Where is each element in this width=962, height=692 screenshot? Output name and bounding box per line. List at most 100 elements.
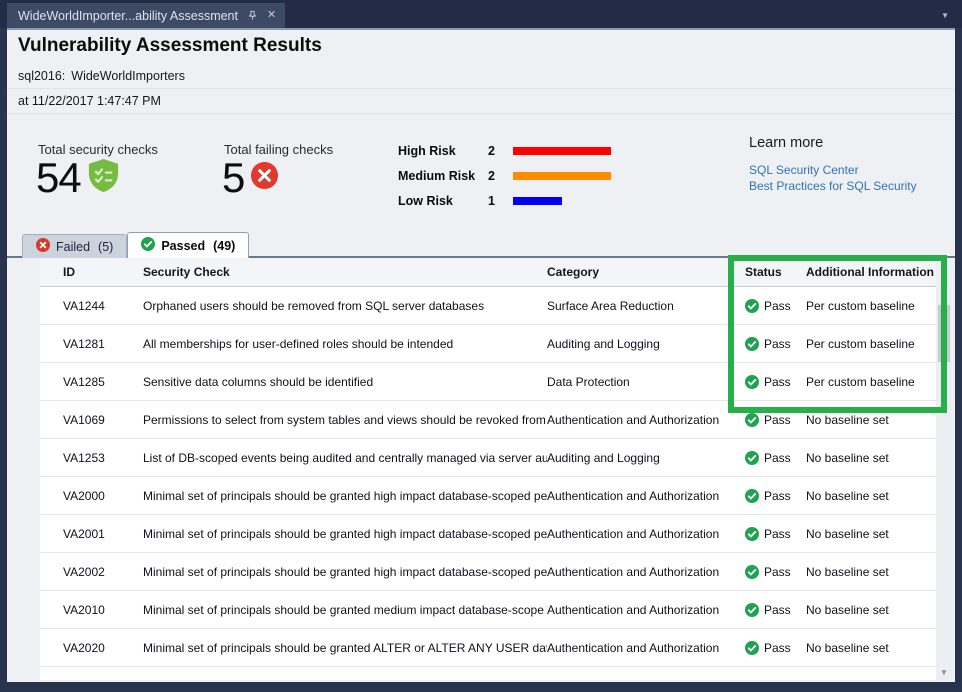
tab-failed-count: (5) <box>98 240 113 254</box>
cell-category: Authentication and Authorization <box>547 413 745 427</box>
cell-category: Authentication and Authorization <box>547 603 745 617</box>
status-text: Pass <box>764 375 791 389</box>
cell-status: Pass <box>745 337 806 351</box>
table-row[interactable]: VA1244 Orphaned users should be removed … <box>40 287 936 325</box>
risk-bar <box>513 172 611 180</box>
failing-checks-value: 5 <box>222 154 244 202</box>
table-row[interactable]: VA2020 Minimal set of principals should … <box>40 629 936 667</box>
scroll-down-icon[interactable]: ▼ <box>936 665 952 680</box>
cell-additional-information: No baseline set <box>806 413 936 427</box>
total-checks-value: 54 <box>36 154 81 202</box>
divider <box>7 88 955 89</box>
cell-security-check: List of DB-scoped events being audited a… <box>143 451 547 465</box>
cell-additional-information: No baseline set <box>806 641 936 655</box>
column-header-status: Status <box>745 265 806 279</box>
vulnerability-assessment-pane: Vulnerability Assessment Results sql2016… <box>7 28 955 682</box>
status-text: Pass <box>764 337 791 351</box>
cell-security-check: Minimal set of principals should be gran… <box>143 565 547 579</box>
learn-more-link[interactable]: SQL Security Center <box>749 162 917 178</box>
table-row[interactable]: VA1285 Sensitive data columns should be … <box>40 363 936 401</box>
cell-status: Pass <box>745 375 806 389</box>
cell-additional-information: Per custom baseline <box>806 375 936 389</box>
risk-label: Low Risk <box>398 194 488 208</box>
column-header-additional-information: Additional Information <box>806 265 936 279</box>
document-tab-strip: WideWorldImporter...ability Assessment ✕… <box>0 0 962 28</box>
scroll-up-icon[interactable]: ▲ <box>936 287 952 302</box>
cell-status: Pass <box>745 565 806 579</box>
pin-icon[interactable] <box>247 10 258 21</box>
cell-status: Pass <box>745 413 806 427</box>
risk-value: 1 <box>488 194 513 208</box>
table-body: VA1244 Orphaned users should be removed … <box>40 287 936 667</box>
learn-more-title: Learn more <box>749 135 917 151</box>
cell-status: Pass <box>745 527 806 541</box>
scrollbar-thumb[interactable] <box>938 305 950 362</box>
cell-id: VA1253 <box>40 451 143 465</box>
learn-more-links: SQL Security CenterBest Practices for SQ… <box>749 162 917 194</box>
pass-icon <box>745 413 759 427</box>
risk-label: High Risk <box>398 144 488 158</box>
status-text: Pass <box>764 451 791 465</box>
total-checks-group: 54 <box>36 154 120 202</box>
failed-x-icon <box>36 238 50 255</box>
table-row[interactable]: VA1069 Permissions to select from system… <box>40 401 936 439</box>
cell-category: Auditing and Logging <box>547 451 745 465</box>
table-row[interactable]: VA2000 Minimal set of principals should … <box>40 477 936 515</box>
pass-icon <box>745 603 759 617</box>
cell-security-check: Orphaned users should be removed from SQ… <box>143 299 547 313</box>
cell-id: VA1285 <box>40 375 143 389</box>
pass-icon <box>745 641 759 655</box>
table-row[interactable]: VA1281 All memberships for user-defined … <box>40 325 936 363</box>
vertical-scrollbar[interactable]: ▲ ▼ <box>936 287 952 680</box>
status-text: Pass <box>764 413 791 427</box>
fail-circle-icon <box>250 161 279 195</box>
document-tab[interactable]: WideWorldImporter...ability Assessment ✕ <box>7 3 285 28</box>
learn-more-link[interactable]: Best Practices for SQL Security <box>749 178 917 194</box>
risk-value: 2 <box>488 144 513 158</box>
risk-legend: High Risk 2 Medium Risk 2 Low Risk 1 <box>398 138 611 213</box>
table-row[interactable]: VA2010 Minimal set of principals should … <box>40 591 936 629</box>
cell-additional-information: No baseline set <box>806 603 936 617</box>
server-line: sql2016:WideWorldImporters <box>18 69 185 83</box>
cell-security-check: Sensitive data columns should be identif… <box>143 375 547 389</box>
column-header-id: ID <box>40 265 143 279</box>
cell-security-check: Minimal set of principals should be gran… <box>143 603 547 617</box>
cell-id: VA1281 <box>40 337 143 351</box>
results-table: ID Security Check Category Status Additi… <box>40 258 936 680</box>
cell-security-check: Permissions to select from system tables… <box>143 413 547 427</box>
cell-category: Surface Area Reduction <box>547 299 745 313</box>
close-icon[interactable]: ✕ <box>267 10 276 21</box>
pass-icon <box>745 565 759 579</box>
table-row[interactable]: VA1253 List of DB-scoped events being au… <box>40 439 936 477</box>
cell-security-check: Minimal set of principals should be gran… <box>143 489 547 503</box>
tab-passed-count: (49) <box>213 239 235 253</box>
cell-category: Authentication and Authorization <box>547 565 745 579</box>
cell-security-check: Minimal set of principals should be gran… <box>143 527 547 541</box>
tab-passed[interactable]: Passed (49) <box>127 232 249 258</box>
pass-icon <box>745 527 759 541</box>
cell-category: Data Protection <box>547 375 745 389</box>
status-text: Pass <box>764 489 791 503</box>
table-row[interactable]: VA2001 Minimal set of principals should … <box>40 515 936 553</box>
pass-icon <box>745 337 759 351</box>
pass-icon <box>745 299 759 313</box>
cell-additional-information: No baseline set <box>806 527 936 541</box>
risk-row: High Risk 2 <box>398 138 611 163</box>
cell-id: VA2020 <box>40 641 143 655</box>
pass-icon <box>745 489 759 503</box>
tab-overflow-icon[interactable]: ▼ <box>941 11 949 20</box>
cell-status: Pass <box>745 641 806 655</box>
cell-category: Authentication and Authorization <box>547 489 745 503</box>
cell-additional-information: Per custom baseline <box>806 299 936 313</box>
cell-status: Pass <box>745 451 806 465</box>
cell-additional-information: No baseline set <box>806 489 936 503</box>
tab-failed-label: Failed <box>56 240 90 254</box>
status-text: Pass <box>764 641 791 655</box>
status-text: Pass <box>764 527 791 541</box>
table-row[interactable]: VA2002 Minimal set of principals should … <box>40 553 936 591</box>
divider <box>7 113 955 114</box>
cell-id: VA2010 <box>40 603 143 617</box>
column-header-category: Category <box>547 265 745 279</box>
cell-additional-information: No baseline set <box>806 565 936 579</box>
tab-failed[interactable]: Failed (5) <box>22 234 127 258</box>
